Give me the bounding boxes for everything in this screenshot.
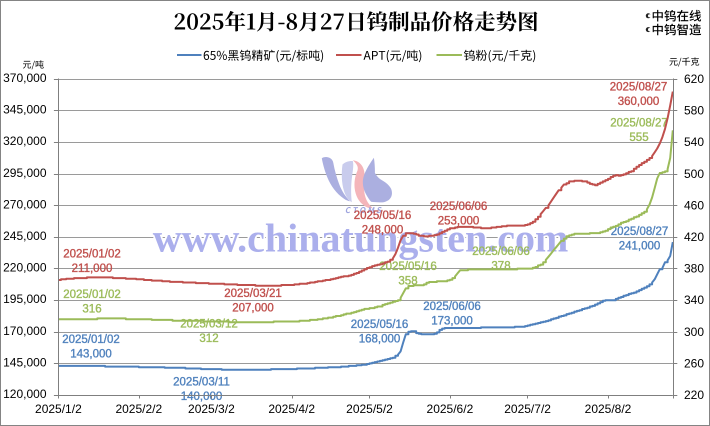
svg-text:170,000: 170,000	[3, 324, 47, 338]
svg-text:2025/01/02: 2025/01/02	[63, 289, 121, 301]
svg-text:2025/5/2: 2025/5/2	[346, 402, 393, 416]
svg-text:2025/6/2: 2025/6/2	[427, 402, 474, 416]
svg-text:378: 378	[491, 261, 510, 273]
svg-text:360,000: 360,000	[618, 96, 660, 108]
svg-text:2025/3/2: 2025/3/2	[188, 402, 235, 416]
svg-text:207,000: 207,000	[232, 303, 274, 315]
svg-text:2025/05/16: 2025/05/16	[351, 319, 409, 331]
svg-text:312: 312	[199, 333, 218, 345]
svg-text:320,000: 320,000	[3, 134, 47, 148]
svg-text:2025/03/21: 2025/03/21	[224, 288, 282, 300]
svg-text:211,000: 211,000	[72, 263, 113, 275]
svg-text:345,000: 345,000	[3, 103, 47, 117]
svg-text:2025/06/06: 2025/06/06	[423, 301, 481, 313]
svg-text:316: 316	[82, 304, 101, 316]
svg-text:2025/08/27: 2025/08/27	[610, 118, 668, 130]
svg-text:2025/4/2: 2025/4/2	[268, 402, 315, 416]
svg-text:120,000: 120,000	[3, 387, 47, 401]
svg-text:555: 555	[629, 132, 648, 144]
svg-text:460: 460	[684, 198, 704, 212]
svg-text:295,000: 295,000	[3, 166, 47, 180]
svg-text:380: 380	[684, 262, 704, 276]
svg-text:220: 220	[684, 388, 704, 402]
svg-text:253,000: 253,000	[438, 216, 480, 228]
svg-text:500: 500	[684, 167, 704, 181]
svg-text:260: 260	[684, 356, 704, 370]
svg-text:2025/1/2: 2025/1/2	[35, 402, 82, 416]
svg-text:2025/2/2: 2025/2/2	[115, 402, 162, 416]
svg-text:www.chinatungsten.com: www.chinatungsten.com	[153, 216, 569, 261]
svg-text:168,000: 168,000	[359, 334, 401, 346]
svg-text:2025/03/11: 2025/03/11	[173, 377, 230, 389]
svg-text:2025/08/27: 2025/08/27	[611, 226, 669, 238]
svg-text:245,000: 245,000	[3, 229, 47, 243]
svg-text:2025/05/16: 2025/05/16	[354, 210, 412, 222]
svg-text:620: 620	[684, 72, 704, 86]
svg-text:173,000: 173,000	[431, 316, 473, 328]
svg-text:300: 300	[684, 325, 704, 339]
svg-text:270,000: 270,000	[3, 197, 47, 211]
svg-text:540: 540	[684, 135, 704, 149]
svg-text:580: 580	[684, 104, 704, 118]
svg-text:370,000: 370,000	[3, 71, 47, 85]
svg-text:2025/01/02: 2025/01/02	[63, 249, 121, 261]
svg-text:2025/8/2: 2025/8/2	[585, 402, 632, 416]
svg-text:2025/01/02: 2025/01/02	[62, 334, 120, 346]
svg-text:195,000: 195,000	[3, 292, 47, 306]
svg-text:340: 340	[684, 293, 704, 307]
svg-text:2025/05/16: 2025/05/16	[379, 261, 437, 273]
svg-text:2025/7/2: 2025/7/2	[504, 402, 551, 416]
svg-text:2025/08/27: 2025/08/27	[610, 82, 668, 94]
svg-text:2025/06/06: 2025/06/06	[430, 201, 488, 213]
svg-text:140,000: 140,000	[181, 391, 223, 403]
svg-text:2025/06/06: 2025/06/06	[472, 246, 530, 258]
svg-text:248,000: 248,000	[362, 225, 404, 237]
svg-text:420: 420	[684, 230, 704, 244]
svg-text:241,000: 241,000	[619, 241, 661, 253]
svg-text:145,000: 145,000	[3, 355, 47, 369]
svg-text:220,000: 220,000	[3, 261, 47, 275]
svg-text:143,000: 143,000	[70, 349, 112, 361]
